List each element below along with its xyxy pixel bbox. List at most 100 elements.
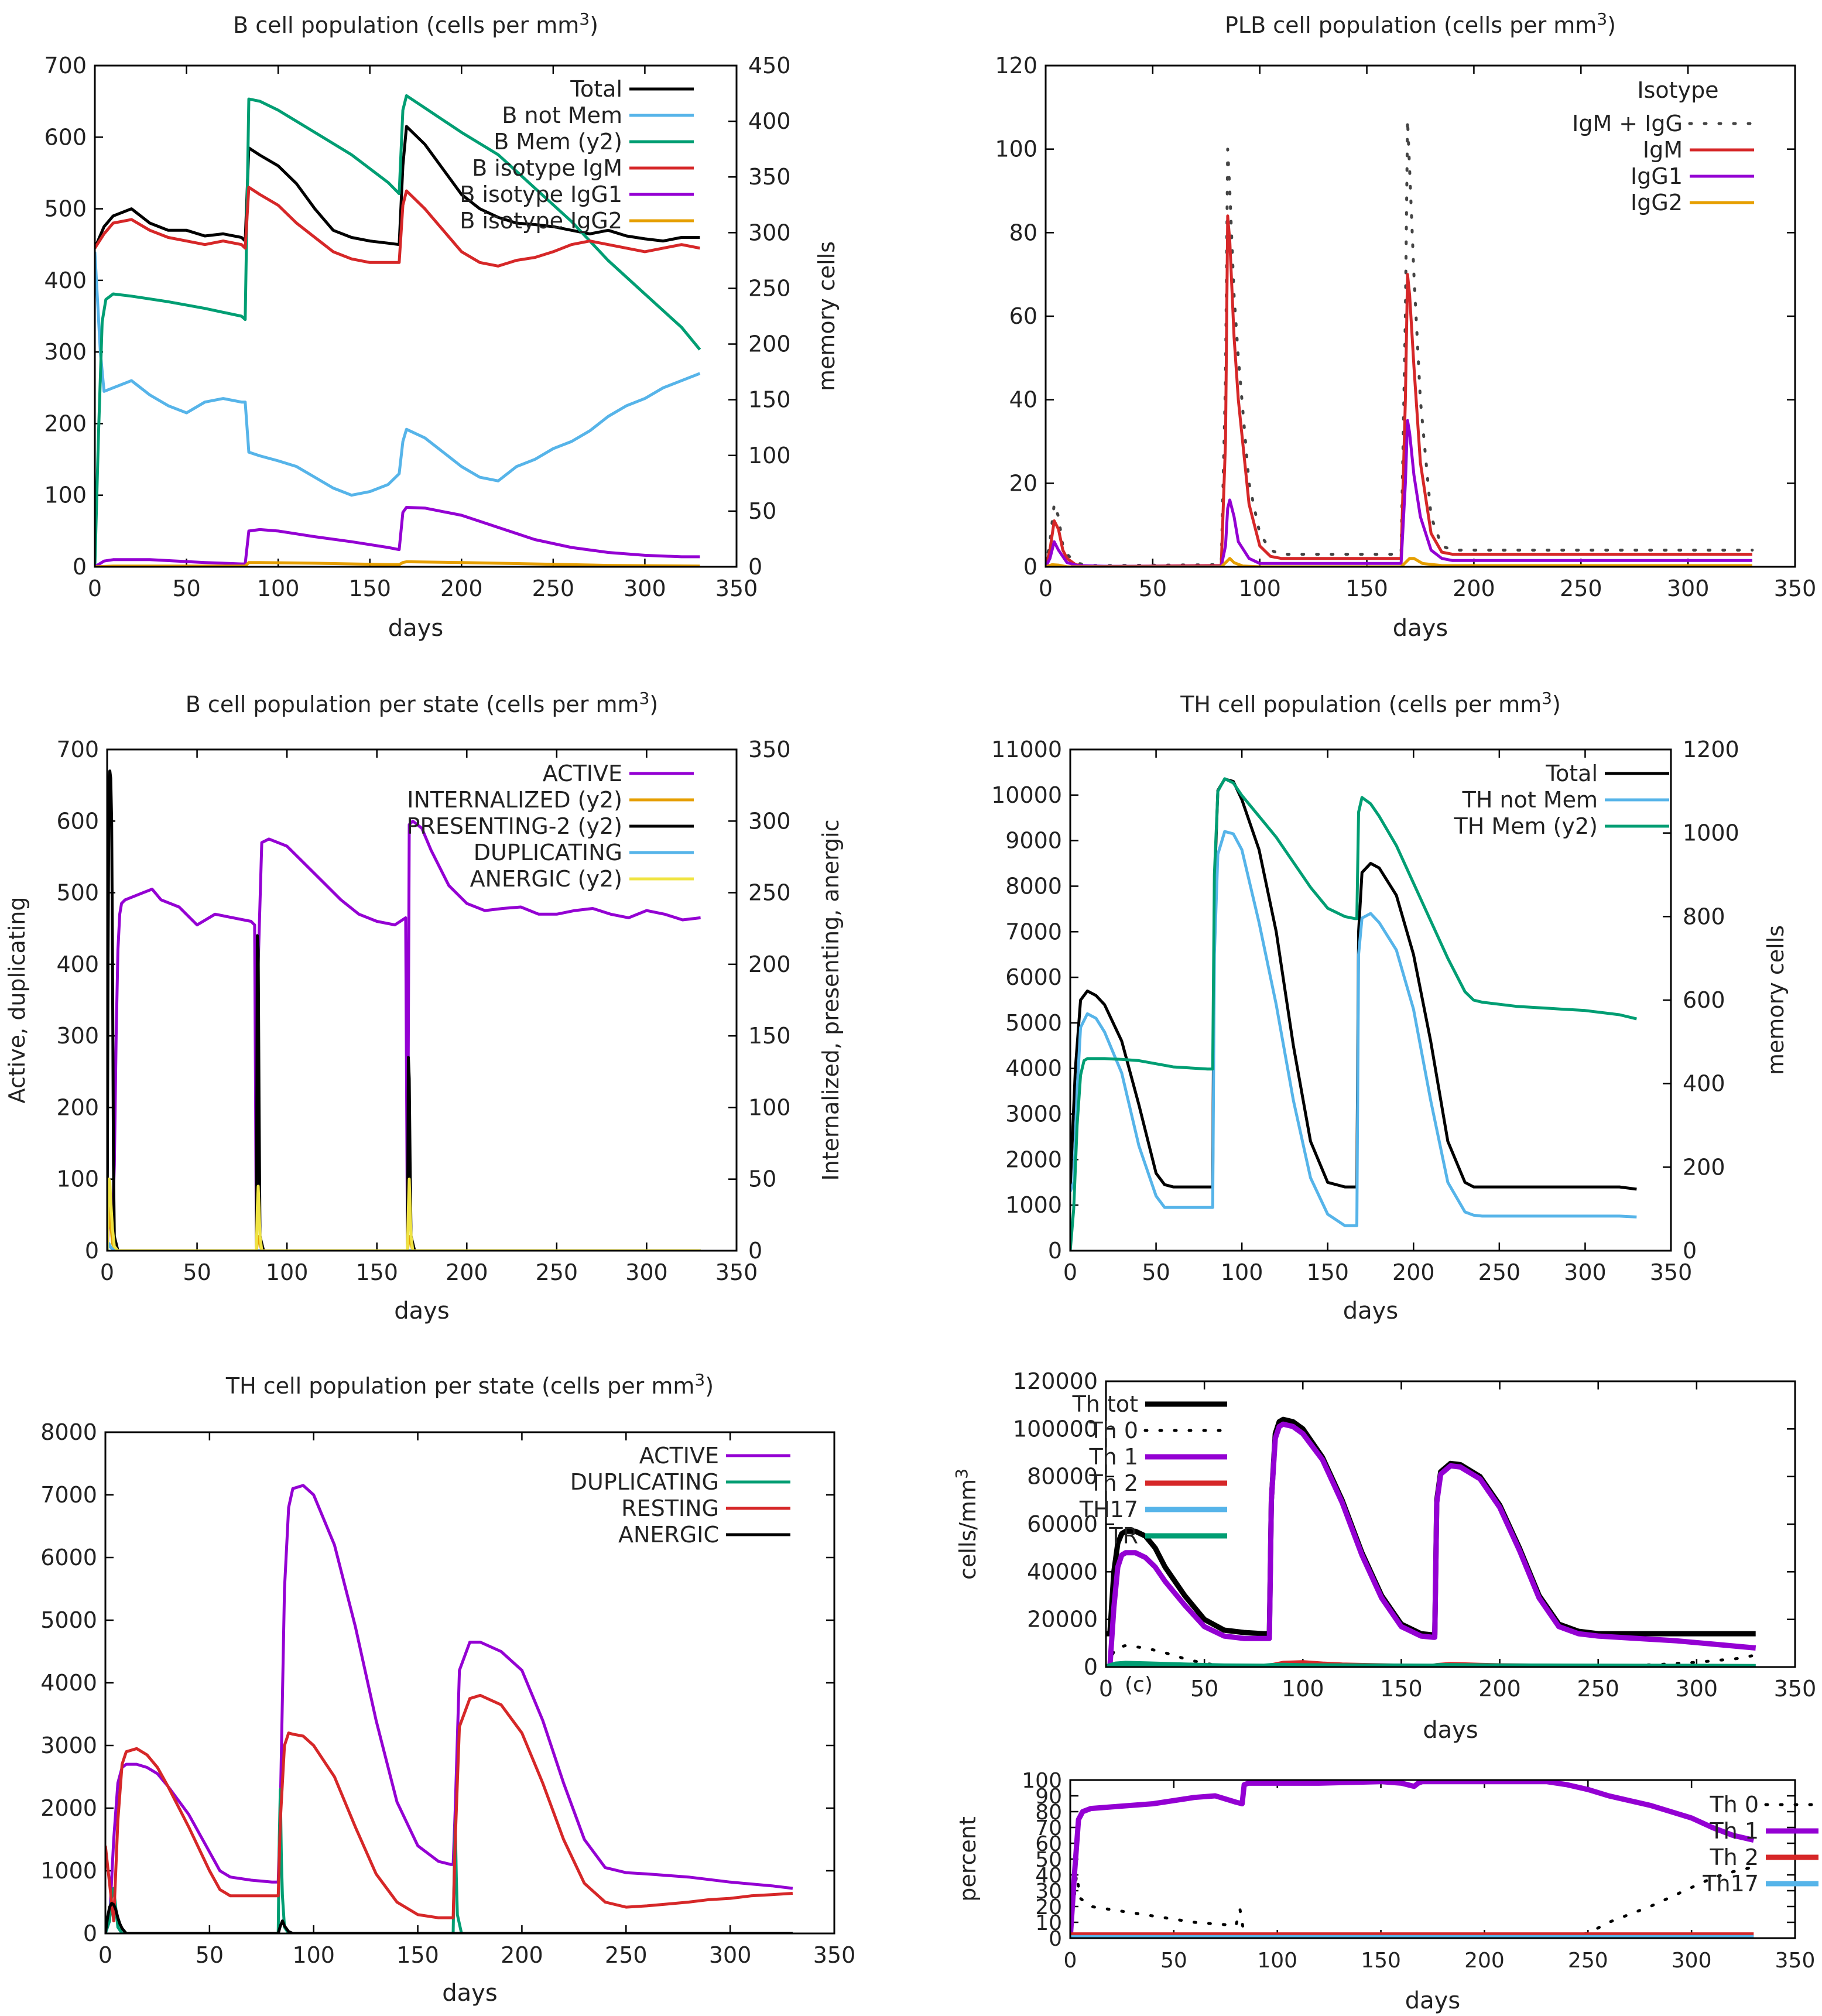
plb-title: PLB cell population (cells per mm3) bbox=[1225, 9, 1616, 38]
th-pct-ytick-label-80: 80 bbox=[1035, 1801, 1062, 1825]
th-sub-xlabel: days bbox=[1423, 1717, 1478, 1744]
b-pop-legend-label-b-not-mem: B not Mem bbox=[502, 102, 622, 128]
th-pct-plot-frame bbox=[1069, 1779, 1796, 1939]
plb-legend-label-igm: IgM bbox=[1643, 137, 1683, 163]
b-state-plot-frame bbox=[106, 748, 738, 1252]
b-pop-y2tick-label-300: 300 bbox=[748, 220, 791, 245]
b-pop-series-b-isotype-igg1 bbox=[95, 506, 700, 567]
th-pop-y2tick-label-200: 200 bbox=[1683, 1154, 1725, 1180]
b-pop-series-b-mem-y2 bbox=[95, 94, 701, 567]
th-pop-xtick-label-0: 0 bbox=[1063, 1259, 1077, 1285]
b-state-y2tick-label-250: 250 bbox=[748, 880, 791, 906]
th-pct-ytick-label-50: 50 bbox=[1035, 1848, 1062, 1872]
plb-ytick-label-60: 60 bbox=[1009, 303, 1037, 329]
th-pop-legend-label-th-mem-y2: TH Mem (y2) bbox=[1454, 813, 1598, 839]
th-pct-xtick-label-150: 150 bbox=[1361, 1949, 1401, 1973]
b-pop-y2tick-label-400: 400 bbox=[748, 108, 791, 134]
b-state-xlabel: days bbox=[394, 1298, 449, 1324]
plb-ytick-label-120: 120 bbox=[995, 53, 1037, 78]
b-state-ytick-label-400: 400 bbox=[56, 951, 99, 977]
th-pct-ytick-label-40: 40 bbox=[1035, 1864, 1062, 1888]
chart-b-cell-per-state-svg: B cell population per state (cells per m… bbox=[4, 689, 844, 1324]
b-pop-xtick-label-50: 50 bbox=[172, 576, 200, 601]
th-state-xtick-label-0: 0 bbox=[98, 1942, 112, 1968]
th-state-xtick-label-250: 250 bbox=[605, 1942, 648, 1968]
b-pop-y2tick-label-0: 0 bbox=[748, 554, 762, 580]
plb-ytick-label-20: 20 bbox=[1009, 470, 1037, 496]
b-pop-ytick-label-300: 300 bbox=[44, 339, 87, 365]
b-pop-ytick-label-500: 500 bbox=[44, 196, 87, 222]
b-pop-xtick-label-350: 350 bbox=[715, 576, 758, 601]
b-state-legend-label-anergic-y2: ANERGIC (y2) bbox=[470, 866, 622, 892]
chart-th-subsets-cells-svg: 0 50 100 150 200 250 300 350 0 20000 40000 60000 800… bbox=[952, 1368, 1816, 1744]
plb-xtick-label-100: 100 bbox=[1238, 576, 1281, 601]
th-state-plot-frame bbox=[104, 1431, 835, 1935]
b-state-ytick-label-100: 100 bbox=[56, 1166, 99, 1192]
th-state-legend-label-resting: RESTING bbox=[621, 1495, 719, 1521]
b-pop-ytick-label-0: 0 bbox=[73, 554, 87, 580]
plb-series-igm bbox=[1046, 214, 1752, 567]
th-sub-legend-label-th-tot: Th tot bbox=[1072, 1391, 1138, 1417]
th-pop-plot-frame bbox=[1069, 748, 1672, 1252]
b-state-xtick-label-150: 150 bbox=[355, 1259, 398, 1285]
th-pop-y2tick-label-0: 0 bbox=[1683, 1238, 1697, 1264]
b-pop-ytick-label-100: 100 bbox=[44, 482, 87, 508]
plb-series-igg1 bbox=[1046, 419, 1752, 567]
th-pct-xtick-label-350: 350 bbox=[1775, 1949, 1816, 1973]
th-sub-xtick-label-150: 150 bbox=[1380, 1676, 1423, 1702]
th-pop-y2tick-label-400: 400 bbox=[1683, 1071, 1725, 1097]
th-pct-xtick-label-200: 200 bbox=[1464, 1949, 1505, 1973]
plb-xtick-label-200: 200 bbox=[1453, 576, 1495, 601]
th-pop-ytick-label-1000: 1000 bbox=[1005, 1192, 1062, 1218]
th-state-xtick-label-150: 150 bbox=[396, 1942, 439, 1968]
plb-xtick-label-150: 150 bbox=[1345, 576, 1388, 601]
b-state-xtick-label-200: 200 bbox=[446, 1259, 488, 1285]
b-pop-y2tick-label-200: 200 bbox=[748, 331, 791, 357]
b-state-y2label: Internalized, presenting, anergic bbox=[818, 819, 844, 1180]
th-pct-ytick-label-20: 20 bbox=[1035, 1895, 1062, 1919]
th-state-series-duplicating bbox=[105, 1788, 793, 1933]
b-state-ytick-label-200: 200 bbox=[56, 1094, 99, 1120]
b-pop-ytick-label-400: 400 bbox=[44, 268, 87, 293]
th-sub-ytick-label-20000: 20000 bbox=[1027, 1607, 1098, 1632]
b-state-xtick-label-50: 50 bbox=[183, 1259, 211, 1285]
th-pct-xtick-label-100: 100 bbox=[1257, 1949, 1297, 1973]
th-pct-ytick-label-90: 90 bbox=[1035, 1785, 1062, 1809]
th-pop-xtick-label-250: 250 bbox=[1478, 1259, 1521, 1285]
b-pop-series-b-isotype-igm bbox=[95, 186, 700, 268]
plb-xtick-label-350: 350 bbox=[1774, 576, 1817, 601]
th-pop-y2label: memory cells bbox=[1763, 925, 1789, 1075]
b-pop-legend-label-total: Total bbox=[570, 76, 622, 102]
b-state-ytick-label-600: 600 bbox=[56, 808, 99, 834]
plb-ytick-label-40: 40 bbox=[1009, 387, 1037, 413]
th-pct-legend-label-th17: Th17 bbox=[1702, 1871, 1759, 1897]
b-pop-legend-label-b-isotype-igg2: B isotype IgG2 bbox=[460, 208, 622, 234]
th-pop-legend-label-th-not-mem: TH not Mem bbox=[1462, 787, 1598, 813]
b-state-y2tick-label-100: 100 bbox=[748, 1094, 791, 1120]
b-pop-xtick-label-300: 300 bbox=[624, 576, 666, 601]
plb-xtick-label-250: 250 bbox=[1560, 576, 1602, 601]
b-state-series-internalized-y2 bbox=[107, 1206, 701, 1251]
th-pop-ytick-label-7000: 7000 bbox=[1005, 919, 1062, 944]
th-sub-ylabel: cells/mm3 bbox=[952, 1469, 981, 1580]
b-pop-ytick-label-200: 200 bbox=[44, 410, 87, 436]
b-state-y2tick-label-300: 300 bbox=[748, 808, 791, 834]
th-state-series-resting bbox=[105, 1693, 793, 1923]
b-state-y2tick-label-350: 350 bbox=[748, 737, 791, 762]
b-pop-series-group bbox=[95, 94, 701, 567]
th-pop-ytick-label-4000: 4000 bbox=[1005, 1056, 1062, 1081]
chart-th-subsets-cells: 0 50 100 150 200 250 300 350 0 20000 40000 60000 800… bbox=[911, 1342, 1822, 1764]
th-state-title: TH cell population per state (cells per … bbox=[225, 1370, 714, 1399]
th-sub-plot-frame bbox=[1105, 1380, 1796, 1668]
th-pct-ylabel: percent bbox=[955, 1816, 981, 1902]
b-state-title: B cell population per state (cells per m… bbox=[186, 689, 658, 717]
th-state-ytick-label-3000: 3000 bbox=[40, 1733, 97, 1758]
b-state-series-group bbox=[107, 769, 701, 1251]
th-pop-xtick-label-300: 300 bbox=[1564, 1259, 1607, 1285]
th-pct-ytick-label-60: 60 bbox=[1035, 1832, 1062, 1856]
b-state-y2tick-label-50: 50 bbox=[748, 1166, 776, 1192]
b-state-xtick-label-0: 0 bbox=[100, 1259, 114, 1285]
b-state-series-presenting-2-y2 bbox=[107, 769, 701, 1251]
chart-th-subsets-percent: 0 50 100 150 200 250 300 350 0 10 20 30 40 50 60 70 80 90… bbox=[911, 1757, 1822, 2014]
th-state-legend-label-active: ACTIVE bbox=[639, 1443, 719, 1469]
